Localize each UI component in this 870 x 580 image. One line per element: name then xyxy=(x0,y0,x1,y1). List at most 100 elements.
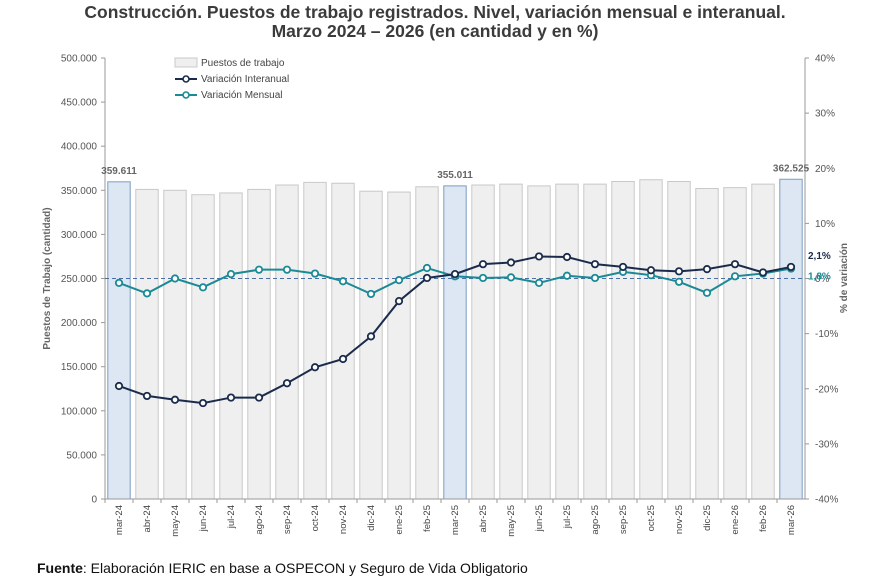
bar-mar-25 xyxy=(443,185,467,500)
bar-nov-24 xyxy=(331,182,355,500)
mensual-point-jun-25 xyxy=(534,278,544,288)
bar-abr-25 xyxy=(471,184,495,500)
mensual-point-jul-25 xyxy=(562,271,572,280)
left-tick-label: 400.000 xyxy=(61,142,98,153)
mensual-point-ago-25 xyxy=(590,273,600,283)
x-tick-label: ene-25 xyxy=(394,505,405,535)
mensual-point-sep-24 xyxy=(282,265,292,274)
x-tick-label: sep-25 xyxy=(618,505,629,534)
bar-ago-25 xyxy=(583,183,607,500)
bar-oct-25 xyxy=(639,179,663,500)
legend-label-interanual: Variación Interanual xyxy=(201,74,289,85)
bar-value-label-mar-26: 362.525 xyxy=(773,163,810,174)
legend-interanual-marker xyxy=(182,75,190,83)
interanual-point-feb-26 xyxy=(758,268,768,277)
bar-ene-25 xyxy=(387,191,411,500)
x-tick-label: may-25 xyxy=(506,505,517,537)
interanual-point-mar-24 xyxy=(114,381,124,391)
x-tick-label: nov-25 xyxy=(674,505,685,534)
x-tick-label: jun-25 xyxy=(534,505,545,532)
mensual-point-ene-25 xyxy=(394,276,404,285)
x-tick-label: nov-24 xyxy=(338,505,349,534)
left-tick-label: 500.000 xyxy=(61,54,98,65)
mensual-point-oct-24 xyxy=(310,269,320,278)
bar-feb-25 xyxy=(415,186,439,500)
bar-jul-24 xyxy=(219,192,243,500)
chart-title-line1: Construcción. Puestos de trabajo registr… xyxy=(84,2,786,22)
mensual-point-feb-25 xyxy=(422,263,432,273)
x-tick-label: mar-24 xyxy=(114,505,125,535)
mensual-point-abr-25 xyxy=(478,273,488,283)
x-tick-label: feb-25 xyxy=(422,505,433,532)
chart-title-line2: Marzo 2024 – 2026 (en cantidad y en %) xyxy=(271,21,599,41)
right-tick-label: 10% xyxy=(815,219,835,230)
source-text: : Elaboración IERIC en base a OSPECON y … xyxy=(82,560,528,576)
interanual-point-sep-24 xyxy=(282,379,292,388)
interanual-point-nov-25 xyxy=(674,267,684,276)
x-tick-label: sep-24 xyxy=(282,505,293,534)
bar-sep-24 xyxy=(275,184,299,500)
interanual-point-oct-24 xyxy=(310,363,320,372)
bar-dic-25 xyxy=(695,188,719,500)
interanual-point-ene-25 xyxy=(394,297,404,306)
interanual-point-jul-25 xyxy=(562,252,572,262)
left-tick-label: 0 xyxy=(91,495,97,506)
bar-abr-24 xyxy=(135,188,159,500)
mensual-point-nov-25 xyxy=(674,277,684,286)
bar-may-25 xyxy=(499,183,523,500)
x-tick-label: ene-26 xyxy=(730,505,741,535)
x-tick-label: oct-24 xyxy=(310,505,321,531)
x-tick-label: jul-24 xyxy=(226,505,237,529)
x-tick-label: mar-26 xyxy=(786,505,797,535)
x-tick-label: ago-25 xyxy=(590,505,601,535)
interanual-point-ago-24 xyxy=(254,393,264,402)
bar-mar-24 xyxy=(107,181,131,500)
bar-value-label-mar-25: 355.011 xyxy=(437,170,473,181)
x-tick-label: abr-24 xyxy=(142,505,153,532)
bar-feb-26 xyxy=(751,183,775,500)
left-tick-label: 100.000 xyxy=(61,406,98,417)
bar-may-24 xyxy=(163,189,187,500)
right-axis-title: % de variación xyxy=(839,243,850,313)
interanual-point-sep-25 xyxy=(618,262,628,272)
mensual-point-may-25 xyxy=(506,273,516,282)
x-tick-label: jul-25 xyxy=(562,505,573,529)
right-tick-label: 0% xyxy=(815,274,830,285)
mensual-end-label: 1,8% xyxy=(808,272,831,283)
mensual-point-abr-24 xyxy=(142,289,152,298)
interanual-point-abr-24 xyxy=(142,391,152,401)
left-tick-label: 150.000 xyxy=(61,362,98,373)
x-tick-label: oct-25 xyxy=(646,505,657,531)
legend-label-puestos: Puestos de trabajo xyxy=(201,58,285,69)
mensual-point-nov-24 xyxy=(338,277,348,286)
source-label: Fuente xyxy=(37,560,83,576)
left-tick-label: 250.000 xyxy=(61,274,98,285)
left-tick-label: 350.000 xyxy=(61,186,98,197)
right-tick-label: -20% xyxy=(815,384,838,395)
mensual-point-ago-24 xyxy=(254,265,264,274)
x-tick-label: may-24 xyxy=(170,505,181,537)
legend-mensual-marker xyxy=(182,91,190,99)
bar-value-label-mar-24: 359.611 xyxy=(101,166,137,177)
interanual-point-ago-25 xyxy=(590,260,600,269)
right-tick-label: -30% xyxy=(815,439,838,450)
bar-dic-24 xyxy=(359,190,383,500)
legend-label-mensual: Variación Mensual xyxy=(201,90,283,101)
interanual-point-mar-26 xyxy=(786,262,796,272)
left-tick-label: 300.000 xyxy=(61,230,98,241)
source-note: Fuente: Elaboración IERIC en base a OSPE… xyxy=(37,560,528,576)
left-tick-label: 50.000 xyxy=(66,450,97,461)
interanual-point-dic-25 xyxy=(702,265,712,274)
left-tick-label: 450.000 xyxy=(61,98,98,109)
right-tick-label: 40% xyxy=(815,54,835,65)
x-tick-label: jun-24 xyxy=(198,505,209,532)
mensual-point-dic-25 xyxy=(702,288,712,297)
bar-jun-25 xyxy=(527,185,551,500)
interanual-end-label: 2,1% xyxy=(808,251,831,262)
right-tick-label: -10% xyxy=(815,329,838,340)
interanual-point-oct-25 xyxy=(646,266,656,275)
mensual-point-may-24 xyxy=(170,274,180,283)
bar-nov-25 xyxy=(667,180,691,500)
interanual-point-mar-25 xyxy=(450,269,460,279)
bar-jul-25 xyxy=(555,183,579,500)
